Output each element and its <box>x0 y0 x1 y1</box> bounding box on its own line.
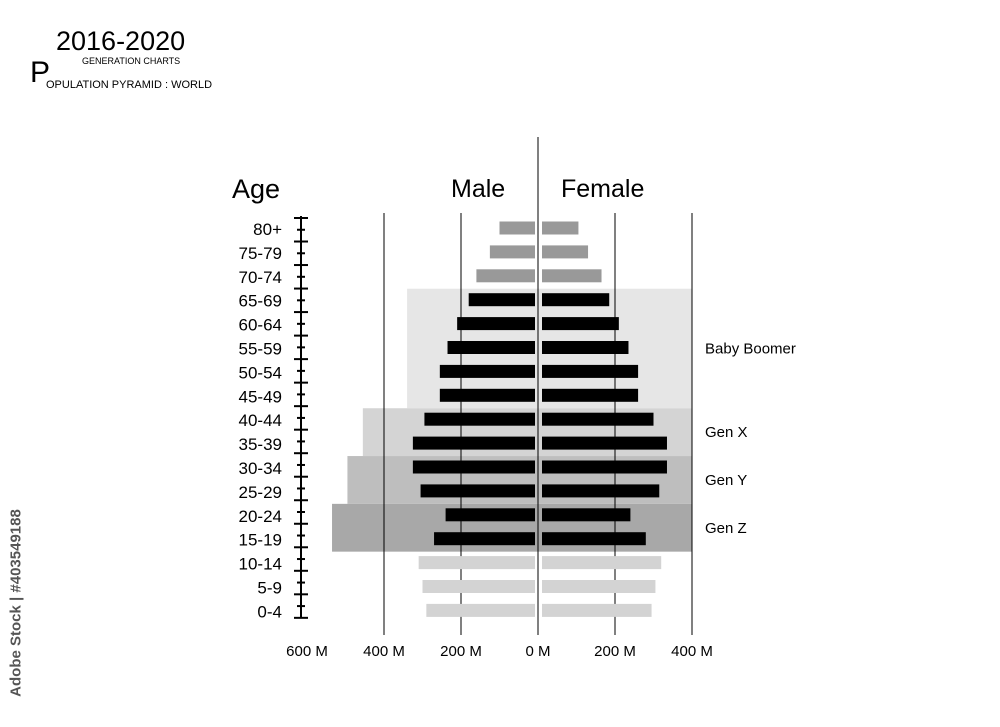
chart-subtitle: GENERATION CHARTS <box>82 56 181 66</box>
bar-female-5-9 <box>542 580 656 593</box>
age-axis-title: Age <box>232 174 281 204</box>
bar-female-15-19 <box>542 532 646 546</box>
bar-male-50-54 <box>439 364 535 378</box>
bar-male-60-64 <box>457 317 535 331</box>
age-tick-label: 60-64 <box>239 316 282 335</box>
bar-female-60-64 <box>542 317 619 331</box>
bar-female-30-34 <box>542 460 667 474</box>
bar-female-10-14 <box>542 556 662 570</box>
bar-male-45-49 <box>439 388 535 402</box>
bar-female-80+ <box>542 221 579 235</box>
x-tick-label: 0 M <box>525 643 550 660</box>
x-tick-label: 200 M <box>440 643 482 660</box>
bar-female-75-79 <box>542 245 589 259</box>
bar-male-40-44 <box>424 412 535 426</box>
bar-female-35-39 <box>542 436 667 450</box>
age-tick-label: 65-69 <box>239 292 282 311</box>
age-tick-label: 20-24 <box>239 507 282 526</box>
bar-male-70-74 <box>476 269 535 283</box>
bar-female-45-49 <box>542 388 639 402</box>
generation-label-baby-boomer: Baby Boomer <box>705 341 796 358</box>
male-title: Male <box>451 175 506 203</box>
age-tick-label: 40-44 <box>239 411 282 430</box>
x-tick-label: 200 M <box>594 643 636 660</box>
age-tick-label: 50-54 <box>239 363 282 382</box>
bar-female-55-59 <box>542 341 629 354</box>
bar-male-20-24 <box>445 508 535 522</box>
x-tick-label: 400 M <box>363 643 405 660</box>
age-tick-label: 35-39 <box>239 435 282 454</box>
female-title: Female <box>561 175 645 203</box>
bar-male-75-79 <box>489 245 535 259</box>
stock-watermark: Adobe Stock | #403549188 <box>6 488 26 718</box>
age-tick-label: 75-79 <box>239 244 282 263</box>
bar-female-65-69 <box>542 293 610 307</box>
x-tick-label: 400 M <box>671 643 713 660</box>
age-tick-label: 0-4 <box>257 602 282 621</box>
title-initial: P <box>30 56 51 89</box>
bar-male-35-39 <box>412 436 535 450</box>
age-tick-label: 70-74 <box>239 268 282 287</box>
bar-female-50-54 <box>542 364 639 378</box>
bar-male-80+ <box>499 221 535 235</box>
age-tick-label: 10-14 <box>239 555 282 574</box>
generation-label-gen-z: Gen Z <box>705 520 747 537</box>
watermark-text: Adobe Stock | #403549188 <box>7 509 25 697</box>
bar-male-30-34 <box>412 460 535 474</box>
age-tick-label: 80+ <box>253 220 282 239</box>
bar-male-55-59 <box>447 341 535 354</box>
age-tick-label: 5-9 <box>257 579 282 598</box>
age-tick-label: 55-59 <box>239 340 282 359</box>
age-tick-label: 25-29 <box>239 483 282 502</box>
generation-label-gen-x: Gen X <box>705 424 748 441</box>
bar-female-0-4 <box>542 603 652 617</box>
age-tick-label: 30-34 <box>239 459 282 478</box>
bar-male-5-9 <box>422 580 535 593</box>
bar-female-20-24 <box>542 508 631 522</box>
bar-female-25-29 <box>542 484 660 498</box>
generation-label-gen-y: Gen Y <box>705 472 747 489</box>
bar-male-10-14 <box>418 556 535 570</box>
chart-title: OPULATION PYRAMID : WORLD <box>46 79 213 91</box>
age-tick-label: 45-49 <box>239 387 282 406</box>
bar-female-70-74 <box>542 269 602 283</box>
chart-years: 2016-2020 <box>56 26 186 56</box>
bar-female-40-44 <box>542 412 654 426</box>
x-tick-label: 600 M <box>286 643 328 660</box>
bar-male-25-29 <box>420 484 535 498</box>
bar-male-65-69 <box>468 293 535 307</box>
bar-male-15-19 <box>434 532 535 546</box>
age-tick-label: 15-19 <box>239 531 282 550</box>
bar-male-0-4 <box>426 603 535 617</box>
